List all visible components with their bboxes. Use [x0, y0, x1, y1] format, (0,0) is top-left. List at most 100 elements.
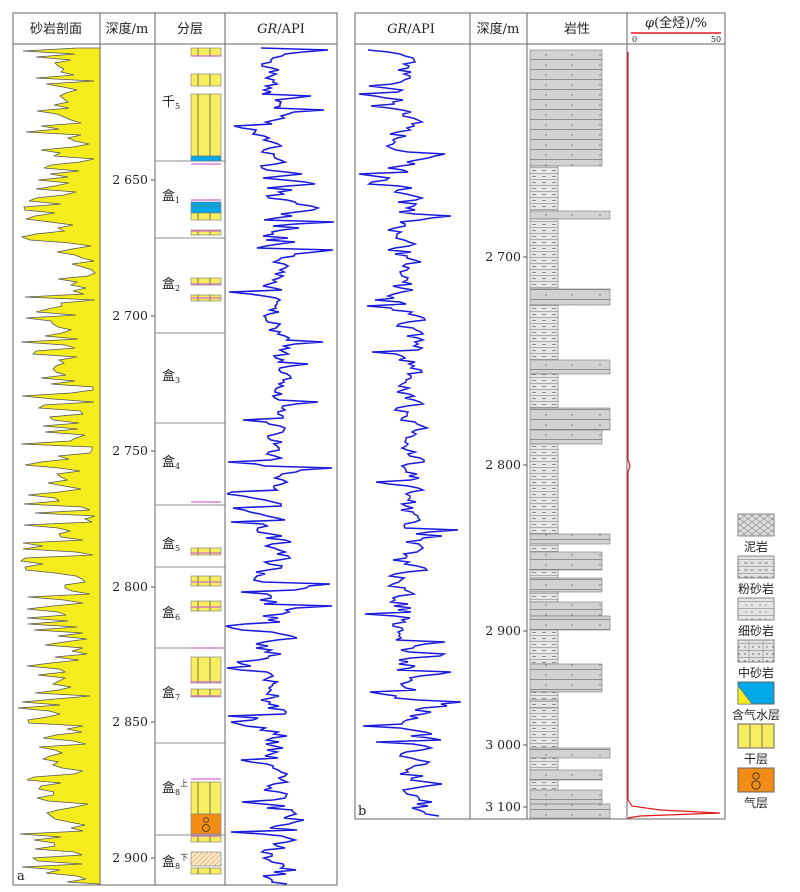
header-depth-a: 深度/m	[106, 21, 149, 37]
gas-water-layer	[190, 201, 222, 207]
lithology-bed	[529, 663, 603, 693]
lithology-bed	[529, 569, 559, 579]
hatched-layer	[190, 851, 222, 867]
gas-symbol	[202, 824, 210, 832]
lithology-bed	[529, 577, 603, 593]
lithology-bed	[529, 615, 611, 631]
lithology-bed	[529, 429, 603, 445]
legend-label-medium-sandstone: 中砂岩	[738, 665, 774, 680]
lithology-bed	[529, 359, 611, 375]
reservoir-strip	[190, 47, 222, 875]
header-gr-b-unit: /API	[407, 22, 435, 37]
legend-swatch-siltstone	[737, 555, 775, 579]
depth-label-b: 3 000	[485, 737, 521, 752]
lithology-bed	[529, 747, 611, 759]
depth-label-a: 2 750	[112, 443, 148, 458]
lithology-bed	[529, 699, 559, 709]
lithology-bed	[529, 304, 559, 361]
lithology-bed	[529, 407, 611, 431]
legend-swatch-medium-sandstone	[737, 639, 775, 663]
legend-label-siltstone: 粉砂岩	[738, 581, 774, 596]
gas-water-layer	[190, 205, 222, 214]
panel-a-label: a	[17, 869, 25, 884]
lithology-bed	[529, 601, 603, 617]
lithology-bed	[529, 49, 603, 167]
dry-layer	[190, 93, 222, 157]
gr-curve-b	[358, 49, 462, 817]
lithology-bed	[529, 543, 559, 553]
header-layering: 分层	[177, 22, 203, 37]
panel-a: 砂岩剖面 深度/m 分层 GR/API 2 650 2 700 2 750 2 800…	[12, 12, 338, 886]
dry-layer	[190, 229, 222, 236]
panel-b-label: b	[358, 804, 366, 819]
layer-label: 盒2	[162, 276, 180, 293]
lithology-bed	[529, 707, 559, 749]
dry-layer	[190, 656, 222, 684]
depth-label-a: 2 700	[112, 308, 148, 323]
legend-swatch-gas-water	[737, 681, 775, 705]
layer-label: 盒5	[162, 536, 180, 553]
lithology-bed	[529, 591, 559, 603]
header-depth-b: 深度/m	[477, 21, 520, 37]
lithology-bed	[529, 757, 559, 771]
layer-label: 盒6	[162, 605, 180, 622]
gr-curve-a	[225, 47, 335, 885]
lithology-bed	[529, 218, 559, 290]
layer-label: 盒7	[162, 685, 180, 702]
dry-layer	[190, 212, 222, 221]
depth-axis-b: 2 700 2 800 2 900 3 000 3 100	[485, 249, 527, 814]
header-phi-symbol: φ	[645, 16, 655, 31]
depth-label-b: 3 100	[485, 799, 521, 814]
depth-label-a: 2 850	[112, 714, 148, 729]
dry-layer	[190, 600, 222, 612]
lithology-bed	[529, 551, 603, 571]
lithology-bed	[529, 769, 603, 781]
layer-label: 盒1	[162, 188, 180, 205]
layer-label: 盒3	[162, 368, 180, 385]
dry-layer	[190, 575, 222, 587]
dry-layer	[190, 781, 222, 815]
header-gr-b: GR/API	[387, 22, 435, 37]
phi-max: 50	[711, 35, 721, 44]
gas-layer	[190, 813, 222, 835]
header-gr-a-symbol: GR	[257, 22, 277, 37]
header-gr-a: GR/API	[257, 22, 305, 37]
lithology-bed	[529, 803, 611, 819]
lithology-bed	[529, 288, 611, 306]
lithology-bed	[529, 165, 559, 212]
depth-label-b: 2 700	[485, 249, 521, 264]
gas-symbol	[203, 817, 209, 823]
layer-label: 千5	[162, 95, 180, 111]
legend-swatch-dry	[737, 723, 775, 749]
legend-label-fine-sandstone: 细砂岩	[738, 623, 774, 638]
depth-label-a: 2 800	[112, 579, 148, 594]
lithology-bed	[529, 533, 611, 545]
lithology-bed	[529, 789, 603, 805]
layer-label: 盒8下	[162, 853, 188, 871]
header-phi-label: (全烃)/%	[654, 15, 707, 31]
sandstone-profile-area	[17, 47, 101, 885]
gas-water-layer	[190, 155, 222, 162]
depth-axis-a: 2 650 2 700 2 750 2 800 2 850 2 900	[112, 172, 155, 865]
header-gr-a-unit: /API	[277, 22, 305, 37]
depth-label-a: 2 650	[112, 172, 148, 187]
header-lithology: 岩性	[564, 22, 590, 37]
dry-layer	[190, 867, 222, 875]
lithology-bed	[529, 443, 559, 535]
legend-swatch-fine-sandstone	[737, 597, 775, 621]
lithology-bed	[529, 210, 611, 220]
lithology-bed	[529, 779, 559, 791]
legend-label-mudstone: 泥岩	[744, 539, 768, 554]
lithology-bed	[529, 629, 559, 665]
header-total-hydrocarbon: φ(全烃)/%	[645, 15, 707, 31]
lithology-bed	[529, 691, 559, 701]
hydrocarbon-curve	[627, 52, 721, 819]
dry-layer	[190, 47, 222, 57]
dry-layer	[190, 547, 222, 556]
lithology-column	[529, 49, 611, 819]
layer-label: 盒8上	[162, 779, 188, 797]
legend-swatch-gas	[737, 767, 775, 793]
phi-min: 0	[632, 35, 637, 44]
